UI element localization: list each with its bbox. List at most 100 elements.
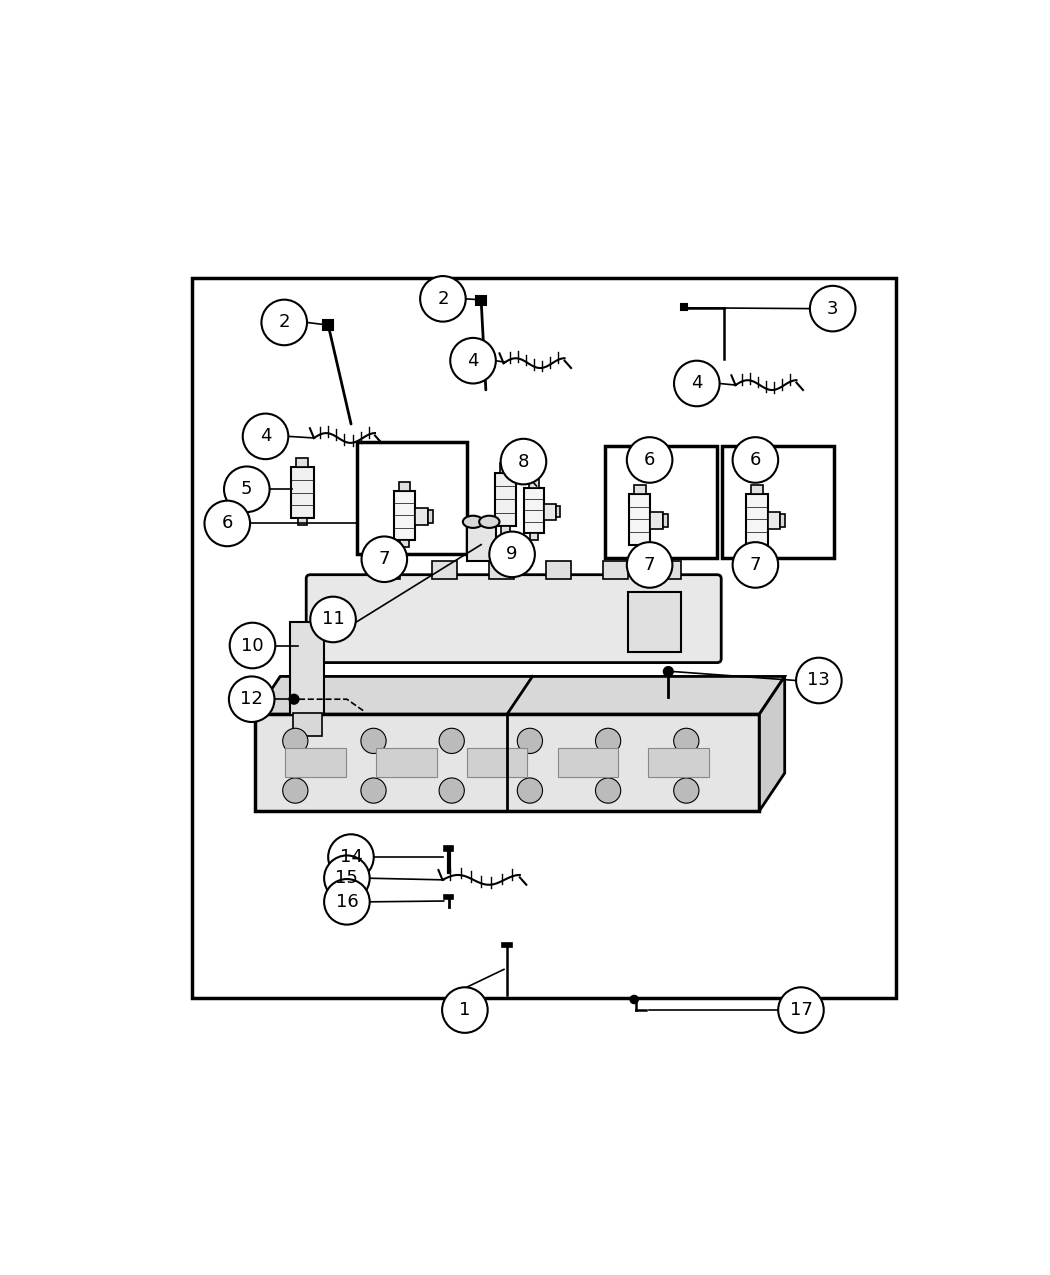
- Circle shape: [282, 778, 308, 803]
- Circle shape: [282, 728, 308, 754]
- Bar: [323, 320, 333, 330]
- Text: 14: 14: [339, 848, 362, 866]
- Text: 16: 16: [336, 892, 358, 910]
- Circle shape: [450, 338, 496, 384]
- Bar: [753, 544, 761, 552]
- Circle shape: [361, 778, 386, 803]
- Circle shape: [674, 728, 699, 754]
- Text: 4: 4: [691, 375, 702, 393]
- Bar: [634, 484, 646, 495]
- Text: 13: 13: [807, 672, 831, 690]
- Bar: [297, 518, 307, 525]
- Bar: [489, 561, 513, 579]
- Bar: [780, 514, 785, 527]
- Text: 7: 7: [750, 556, 761, 574]
- Bar: [747, 495, 768, 544]
- Bar: [502, 942, 512, 947]
- Bar: [605, 446, 717, 558]
- Bar: [428, 510, 433, 523]
- Circle shape: [243, 413, 289, 459]
- Bar: [477, 296, 486, 305]
- Bar: [558, 747, 618, 778]
- Bar: [530, 533, 538, 541]
- Text: 4: 4: [467, 352, 479, 370]
- Circle shape: [674, 778, 699, 803]
- Circle shape: [733, 437, 778, 483]
- Bar: [546, 561, 571, 579]
- Ellipse shape: [479, 515, 500, 528]
- Text: 17: 17: [790, 1001, 813, 1019]
- Text: 6: 6: [222, 514, 233, 533]
- Circle shape: [361, 728, 386, 754]
- Circle shape: [810, 286, 856, 332]
- Circle shape: [361, 537, 407, 581]
- Text: 6: 6: [750, 451, 761, 469]
- Ellipse shape: [463, 515, 483, 528]
- Bar: [680, 303, 687, 310]
- Bar: [290, 622, 324, 715]
- Bar: [415, 507, 428, 525]
- Bar: [255, 714, 759, 811]
- Bar: [664, 514, 668, 527]
- Circle shape: [630, 996, 638, 1003]
- Bar: [495, 473, 517, 525]
- Circle shape: [230, 622, 275, 668]
- Circle shape: [261, 300, 307, 346]
- Text: 11: 11: [321, 611, 344, 629]
- Bar: [466, 521, 496, 561]
- Bar: [291, 468, 314, 518]
- Bar: [400, 539, 408, 547]
- Bar: [650, 511, 664, 529]
- Circle shape: [518, 728, 543, 754]
- Circle shape: [439, 778, 464, 803]
- Polygon shape: [759, 677, 784, 811]
- Text: 10: 10: [242, 636, 264, 654]
- Text: 6: 6: [644, 451, 655, 469]
- Bar: [628, 592, 680, 652]
- Bar: [192, 278, 896, 998]
- Bar: [394, 491, 415, 539]
- Text: 15: 15: [335, 870, 358, 887]
- Bar: [399, 482, 411, 491]
- Circle shape: [420, 277, 466, 321]
- Bar: [722, 446, 835, 558]
- Bar: [376, 747, 437, 778]
- Text: 12: 12: [240, 690, 264, 708]
- Bar: [555, 506, 561, 518]
- Bar: [544, 504, 555, 519]
- Circle shape: [489, 532, 534, 578]
- Circle shape: [329, 834, 374, 880]
- Text: 1: 1: [459, 1001, 470, 1019]
- Circle shape: [595, 728, 621, 754]
- Circle shape: [229, 677, 274, 722]
- Bar: [286, 747, 345, 778]
- Bar: [444, 845, 454, 850]
- Bar: [357, 442, 467, 555]
- Circle shape: [627, 437, 672, 483]
- Text: 2: 2: [278, 314, 290, 332]
- Bar: [296, 458, 309, 468]
- Circle shape: [205, 501, 250, 546]
- Bar: [524, 487, 544, 533]
- Circle shape: [224, 467, 270, 513]
- Bar: [293, 713, 321, 736]
- Text: 2: 2: [437, 289, 448, 307]
- Bar: [768, 511, 780, 529]
- Text: 8: 8: [518, 453, 529, 470]
- Bar: [467, 747, 527, 778]
- Bar: [603, 561, 628, 579]
- Text: 7: 7: [379, 551, 391, 569]
- Polygon shape: [255, 677, 784, 714]
- Circle shape: [733, 542, 778, 588]
- Text: 7: 7: [644, 556, 655, 574]
- Circle shape: [311, 597, 356, 643]
- Text: 5: 5: [242, 481, 253, 499]
- Circle shape: [324, 878, 370, 924]
- Circle shape: [595, 778, 621, 803]
- Bar: [375, 561, 400, 579]
- Text: 9: 9: [506, 546, 518, 564]
- Bar: [501, 525, 510, 534]
- Bar: [656, 561, 680, 579]
- Circle shape: [501, 439, 546, 484]
- Circle shape: [442, 987, 487, 1033]
